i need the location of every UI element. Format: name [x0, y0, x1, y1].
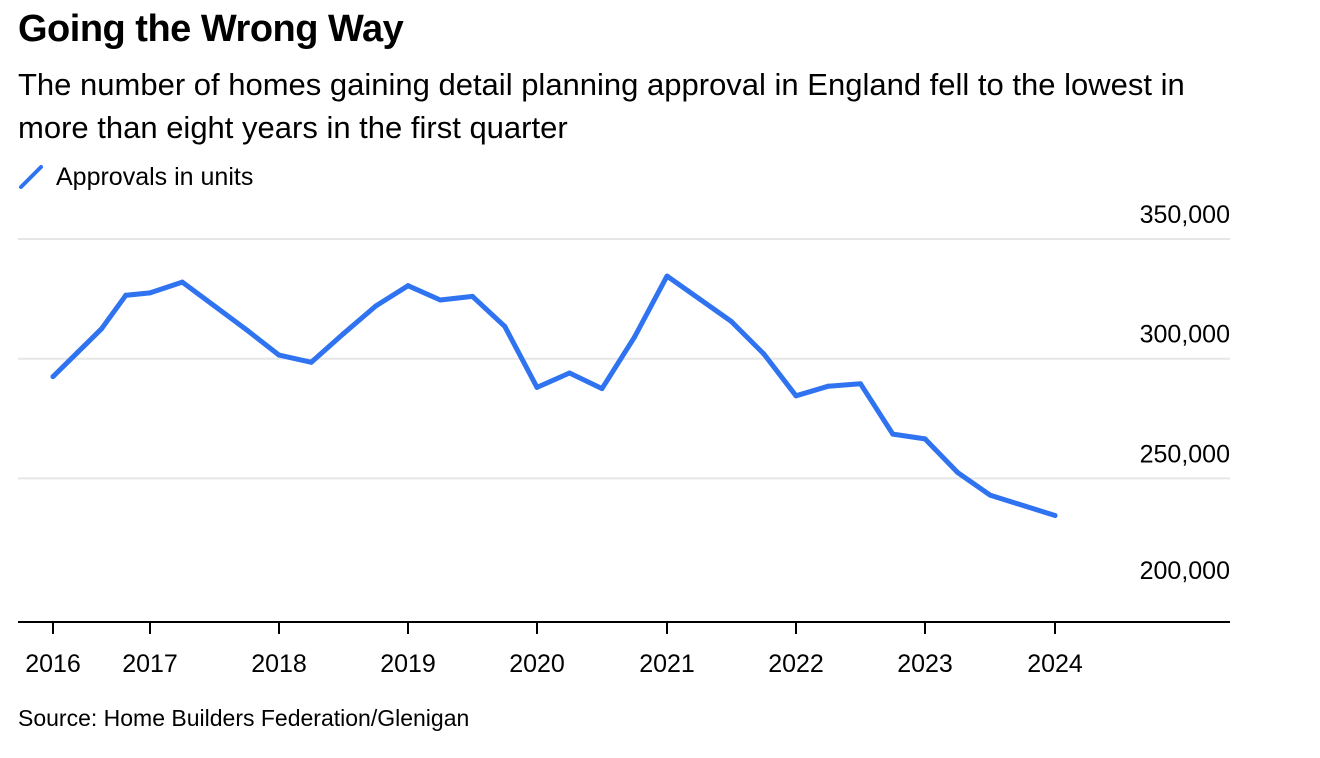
series-line-approvals — [50, 273, 1058, 518]
data-point-2020-Q1 — [534, 384, 540, 390]
data-point-2019-Q2 — [437, 297, 443, 303]
x-tick-label-2019: 2019 — [380, 650, 436, 678]
data-point-2022-Q1 — [793, 393, 799, 399]
y-tick-label-300000: 300,000 — [1140, 321, 1230, 349]
data-point-2020-Q4 — [632, 334, 637, 340]
data-point-2021-Q4 — [761, 351, 767, 357]
x-tick-label-2022: 2022 — [768, 650, 824, 678]
data-point-2019-Q3 — [470, 293, 475, 299]
data-point-2021-Q3 — [729, 319, 734, 325]
y-axis-labels: 200,000 250,000 300,000 350,000 — [1140, 201, 1230, 585]
chart-subtitle: The number of homes gaining detail plann… — [18, 67, 1185, 145]
x-tick-label-2018: 2018 — [251, 650, 307, 678]
data-point-2016-Q2 — [74, 350, 80, 356]
data-point-2016-Q3 — [99, 326, 104, 332]
source-note: Source: Home Builders Federation/Gleniga… — [18, 705, 470, 731]
data-point-2022-Q4 — [890, 431, 896, 437]
data-point-2021-Q1 — [664, 273, 670, 279]
series-group — [50, 273, 1058, 518]
data-point-2024-Q1 — [1052, 512, 1058, 518]
x-tick-label-2017: 2017 — [122, 650, 178, 678]
y-tick-label-200000: 200,000 — [1140, 557, 1230, 585]
data-point-2019-Q1 — [405, 283, 411, 289]
data-point-2022-Q2 — [825, 383, 831, 389]
legend-label-approvals: Approvals in units — [56, 162, 254, 191]
x-axis-labels: 2016 2017 2018 2019 2020 2021 2022 2023 2024 — [25, 650, 1083, 678]
data-point-2019-Q4 — [502, 323, 508, 329]
legend-line-icon — [19, 165, 43, 189]
data-point-2017-Q2 — [179, 279, 185, 285]
data-point-2017-Q1 — [147, 290, 153, 296]
x-axis — [18, 621, 1230, 634]
data-point-2022-Q3 — [858, 381, 863, 387]
data-point-2023-Q2 — [955, 469, 960, 475]
data-point-2017-Q4 — [244, 327, 250, 333]
y-tick-label-250000: 250,000 — [1140, 440, 1230, 468]
data-point-2016 — [50, 374, 56, 380]
legend: Approvals in units — [18, 160, 253, 194]
data-point-2020-Q3 — [599, 386, 605, 392]
x-tick-label-2023: 2023 — [897, 650, 953, 678]
data-point-2017-Q3 — [212, 303, 217, 309]
y-tick-label-350000: 350,000 — [1140, 201, 1230, 229]
data-point-2018-Q2 — [308, 359, 314, 365]
x-tick-label-2020: 2020 — [509, 650, 565, 678]
data-point-2018-Q4 — [373, 303, 379, 309]
data-point-2018-Q1 — [276, 352, 282, 358]
x-tick-label-2021: 2021 — [639, 650, 695, 678]
data-point-2021-Q2 — [696, 296, 702, 302]
x-tick-label-2024: 2024 — [1027, 650, 1083, 678]
x-tick-label-2016: 2016 — [25, 650, 81, 678]
chart-title: Going the Wrong Way — [18, 8, 404, 50]
data-point-2023-Q1 — [922, 436, 928, 442]
gridlines — [18, 238, 1230, 480]
data-point-2018-Q3 — [341, 331, 346, 337]
data-point-2020-Q2 — [567, 370, 572, 376]
data-point-2016-Q4 — [123, 292, 129, 298]
data-point-2023-Q3 — [987, 492, 993, 498]
